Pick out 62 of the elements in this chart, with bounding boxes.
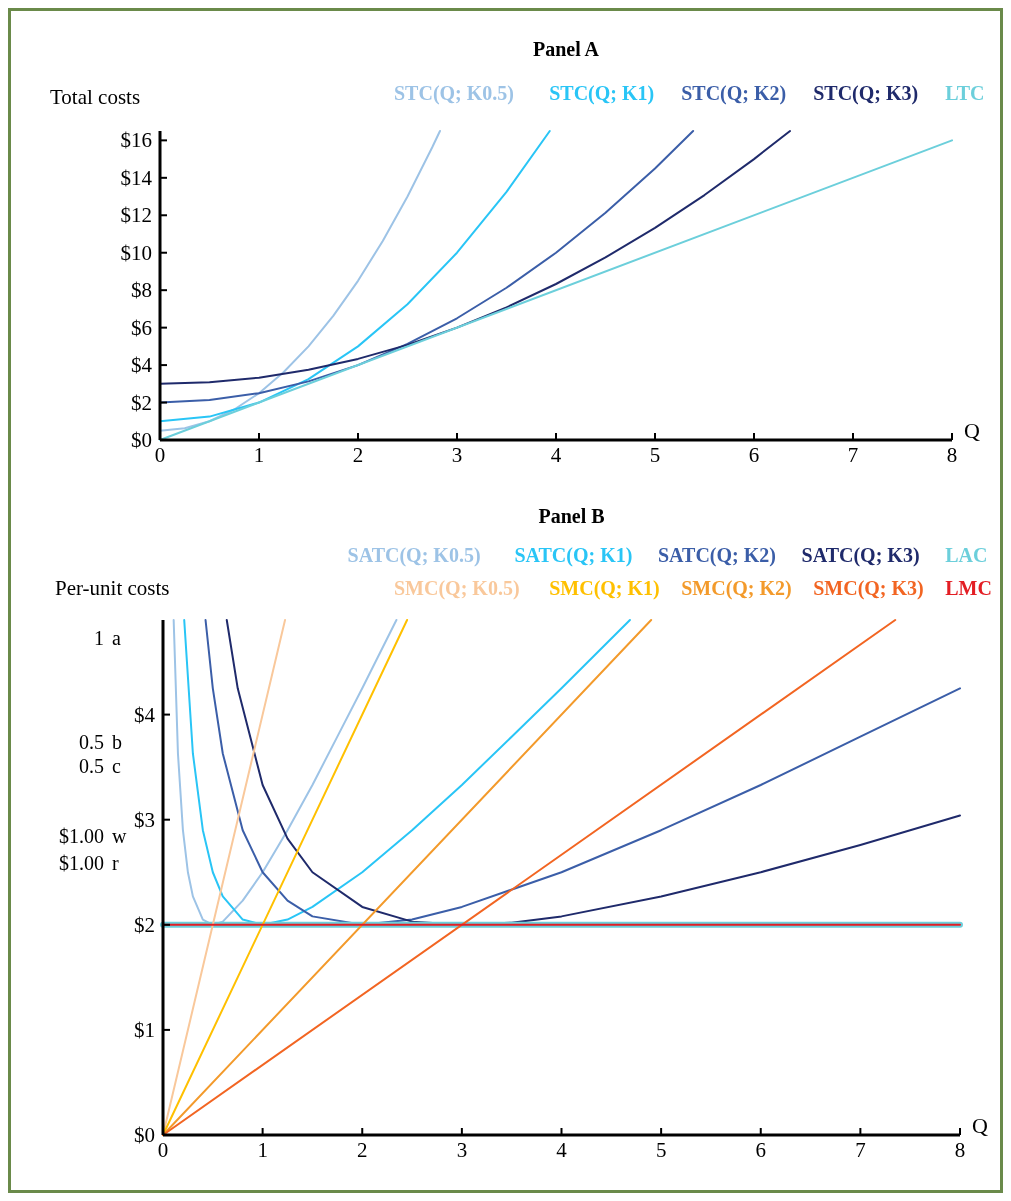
text: LMC [945, 577, 992, 599]
series-label: STC(Q; K2) [681, 82, 787, 105]
x-tick-label: 1 [257, 1138, 268, 1162]
x-tick-label: 8 [946, 443, 958, 467]
y-axis-title: Per-unit costs [55, 576, 170, 600]
x-axis-title: Q [964, 418, 980, 443]
text: 0.5 b [79, 731, 122, 753]
y-tick-label: $12 [120, 203, 152, 228]
x-tick-label: 1 [253, 443, 265, 467]
x-tick-label: 2 [357, 1138, 368, 1162]
x-tick-label: 3 [451, 443, 463, 467]
y-axis-title: Total costs [50, 85, 141, 109]
x-tick-label: 7 [855, 1138, 866, 1162]
line-series [159, 130, 695, 404]
x-tick-label: 2 [352, 443, 364, 467]
text: 1 a [94, 627, 121, 649]
line-series [159, 130, 792, 385]
y-tick-label: $2 [134, 912, 155, 937]
series-label: LTC [945, 82, 985, 104]
text: SATC(Q; K2) [658, 544, 776, 567]
y-tick-label: $4 [131, 353, 153, 378]
y-tick-label: $4 [134, 702, 156, 727]
text: $1.00 w [59, 825, 127, 847]
y-tick-label: $0 [134, 1123, 155, 1147]
text: SATC(Q; K3) [801, 544, 920, 567]
text: LAC [945, 544, 988, 566]
text: SMC(Q; K0.5) [394, 577, 520, 600]
x-tick-label: 6 [748, 443, 760, 467]
text: 0.5 c [79, 755, 121, 777]
line-series [159, 130, 551, 423]
x-tick-label: 3 [456, 1138, 468, 1162]
y-tick-label: $14 [120, 165, 153, 190]
x-axis-title: Q [972, 1113, 988, 1138]
series-label: SMC(Q; K3) [813, 577, 924, 600]
text: SATC(Q; K0.5) [347, 544, 481, 567]
x-tick-label: 5 [655, 1138, 667, 1162]
y-tick-label: $6 [131, 315, 152, 340]
chart-title: Panel B [538, 505, 605, 527]
x-tick-label: 4 [550, 443, 562, 467]
y-tick-label: $1 [134, 1017, 155, 1042]
x-tick-label: 8 [954, 1138, 966, 1162]
y-tick-label: $10 [120, 240, 152, 265]
text: SATC(Q; K1) [514, 544, 633, 567]
x-tick-label: 0 [157, 1138, 169, 1162]
series-label: STC(Q; K1) [549, 82, 655, 105]
x-tick-label: 4 [556, 1138, 568, 1162]
text: $1.00 r [59, 852, 119, 874]
y-tick-label: $16 [120, 128, 152, 153]
x-tick-label: 0 [154, 443, 166, 467]
line-series [159, 130, 441, 432]
x-tick-label: 6 [755, 1138, 766, 1162]
text: STC(Q; K0.5) [394, 82, 514, 105]
series-label: STC(Q; K3) [813, 82, 919, 105]
series-label: SMC(Q; K2) [681, 577, 792, 600]
x-tick-label: 7 [847, 443, 859, 467]
text: SMC(Q; K1) [549, 577, 660, 600]
y-tick-label: $2 [131, 390, 152, 415]
y-tick-label: $3 [134, 807, 155, 832]
y-tick-label: $8 [131, 278, 152, 303]
chart-title: Panel A [532, 38, 600, 60]
x-tick-label: 5 [649, 443, 661, 467]
y-tick-label: $0 [131, 428, 152, 452]
